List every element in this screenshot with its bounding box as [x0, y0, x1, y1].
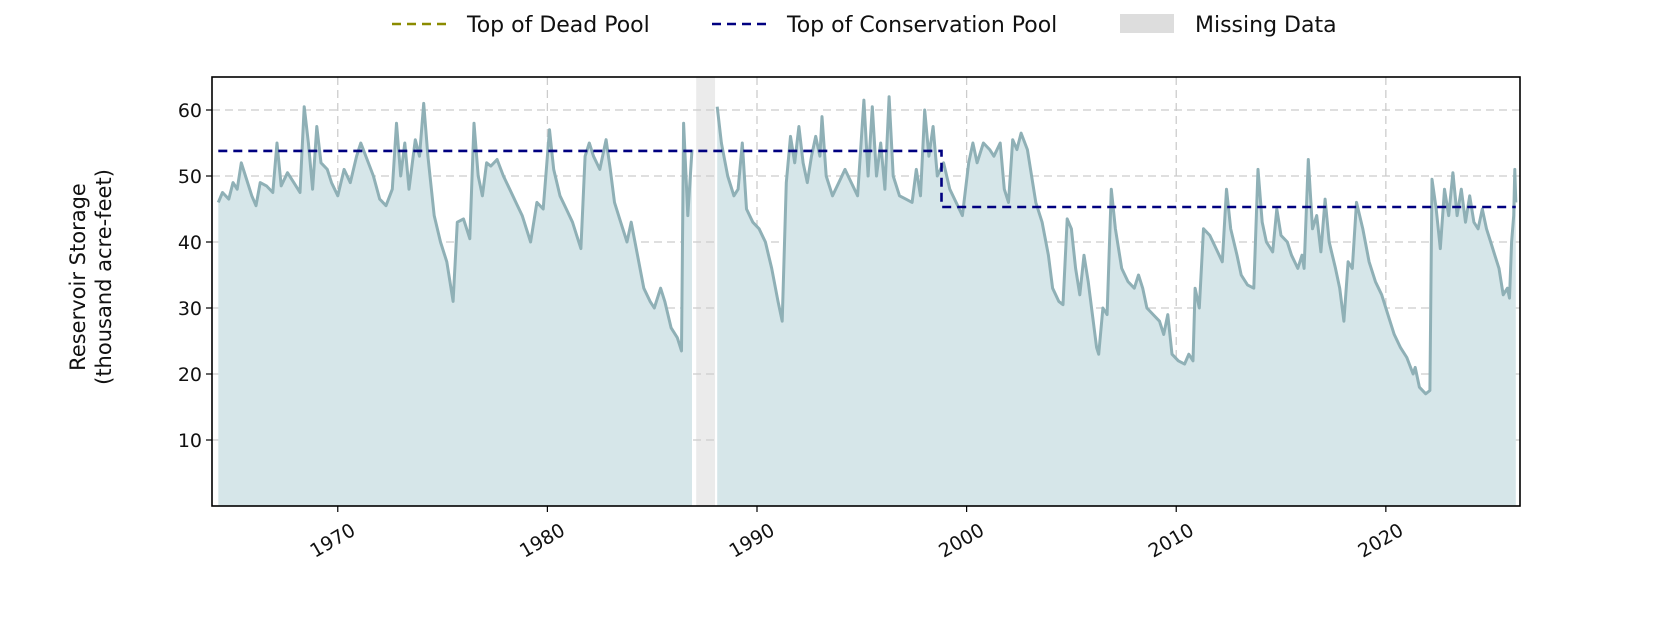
y-tick-label-10: 10 — [178, 430, 202, 452]
x-axis-ticks: 1970 1980 1990 2000 2010 2020 — [306, 506, 1407, 562]
x-tick-label-1980: 1980 — [516, 519, 569, 562]
legend-missing-data-swatch — [1120, 14, 1174, 33]
storage-line-segment-1 — [715, 95, 1518, 396]
x-tick-label-2010: 2010 — [1145, 519, 1198, 562]
y-tick-label-60: 60 — [178, 100, 202, 122]
legend-missing-data-label: Missing Data — [1195, 13, 1337, 38]
legend-dead-pool-label: Top of Dead Pool — [466, 13, 650, 38]
y-axis-label-line-2: (thousand acre-feet) — [92, 169, 116, 385]
y-tick-label-20: 20 — [178, 364, 202, 386]
conservation-pool-line — [218, 149, 1516, 209]
x-tick-label-2020: 2020 — [1354, 519, 1407, 562]
x-tick-label-1970: 1970 — [306, 519, 359, 562]
y-tick-label-50: 50 — [178, 166, 202, 188]
storage-series — [216, 95, 1518, 506]
y-axis-label: Reservoir Storage (thousand acre-feet) — [66, 169, 116, 385]
storage-area-segment-1 — [717, 96, 1516, 506]
x-tick-label-1990: 1990 — [726, 519, 779, 562]
y-tick-label-40: 40 — [178, 232, 202, 254]
y-axis-ticks: 10 20 30 40 50 60 — [178, 100, 212, 452]
storage-area-segment-0 — [218, 103, 692, 506]
storage-line-segment-0 — [216, 101, 694, 353]
y-axis-label-line-1: Reservoir Storage — [66, 183, 90, 371]
y-tick-label-30: 30 — [178, 298, 202, 320]
missing-data-band-0 — [696, 77, 716, 506]
plot-area — [211, 76, 1521, 507]
plot-frame — [211, 76, 1521, 507]
x-tick-label-2000: 2000 — [935, 519, 988, 562]
legend-conservation-pool-label: Top of Conservation Pool — [786, 13, 1057, 38]
legend: Top of Dead Pool Top of Conservation Poo… — [392, 13, 1337, 38]
